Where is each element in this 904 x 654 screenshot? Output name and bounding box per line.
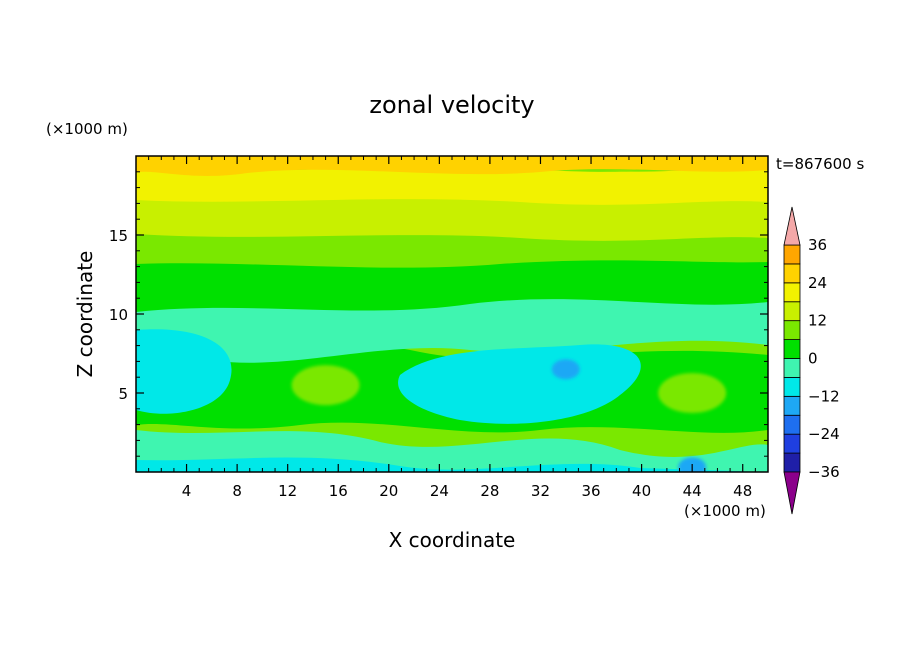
contour-band-6-10k xyxy=(136,297,768,363)
contour-band-0-1k xyxy=(136,457,768,472)
x-tick-label: 8 xyxy=(232,482,242,500)
contour-field xyxy=(136,156,768,472)
colorbar-tick-label: −36 xyxy=(808,463,840,481)
x-tick-label: 44 xyxy=(683,482,702,500)
colorbar-segment xyxy=(783,263,801,284)
colorbar-extend-min xyxy=(783,471,801,515)
contour-feature-2 xyxy=(551,359,580,380)
colorbar-tick-label: −12 xyxy=(808,387,840,405)
contour-band-top xyxy=(136,156,768,176)
colorbar-segment xyxy=(783,358,801,378)
colorbar-segment xyxy=(783,301,801,322)
colorbar-segment xyxy=(783,282,801,303)
x-tick-label: 16 xyxy=(329,482,348,500)
x-unit-label: (×1000 m) xyxy=(684,502,766,520)
x-tick-label: 20 xyxy=(379,482,398,500)
y-tick-label: 10 xyxy=(109,306,128,324)
time-label: t=867600 s xyxy=(776,155,864,173)
x-tick-label: 36 xyxy=(581,482,600,500)
colorbar-segment xyxy=(783,244,801,265)
x-tick-label: 48 xyxy=(733,482,752,500)
colorbar-segment xyxy=(783,339,801,359)
contour-core-mid xyxy=(398,344,641,424)
colorbar-segment xyxy=(783,395,801,416)
colorbar-tick-label: 36 xyxy=(808,236,827,254)
contour-band-13-15k xyxy=(136,232,768,268)
colorbar-segment xyxy=(783,320,801,340)
x-tick-label: 28 xyxy=(480,482,499,500)
x-tick-label: 12 xyxy=(278,482,297,500)
chart-title: zonal velocity xyxy=(369,91,534,119)
colorbar-extend-max xyxy=(783,206,801,246)
y-tick-label: 15 xyxy=(109,227,128,245)
colorbar-tick-label: 0 xyxy=(808,350,818,368)
colorbar-segment xyxy=(783,433,801,454)
colorbar-tick-label: −24 xyxy=(808,425,840,443)
x-tick-label: 32 xyxy=(531,482,550,500)
x-tick-label: 40 xyxy=(632,482,651,500)
contour-feature-4 xyxy=(600,172,645,181)
colorbar-segment xyxy=(783,452,801,473)
contour-band-15-17k xyxy=(136,197,768,241)
y-axis-label: Z coordinate xyxy=(73,251,97,378)
y-axis: 5 10 15 xyxy=(109,171,768,457)
x-axis-label: X coordinate xyxy=(389,528,516,552)
y-unit-label: (×1000 m) xyxy=(46,120,128,138)
contour-core-6-9k xyxy=(136,329,232,414)
contour-band-10-13k xyxy=(136,258,768,312)
contour-feature-1 xyxy=(658,373,727,413)
colorbar-segment xyxy=(783,414,801,435)
colorbar-segment xyxy=(783,377,801,397)
x-axis: 4 8 12 16 20 24 28 32 36 40 44 48 xyxy=(148,156,756,500)
colorbar-tick-label: 12 xyxy=(808,312,827,330)
colorbar: 36 24 12 0 −12 −24 −36 xyxy=(783,206,840,515)
contour-feature-0 xyxy=(291,365,360,406)
colorbar-tick-label: 24 xyxy=(808,274,827,292)
y-tick-label: 5 xyxy=(118,385,128,403)
x-tick-label: 4 xyxy=(182,482,192,500)
x-tick-label: 24 xyxy=(430,482,449,500)
